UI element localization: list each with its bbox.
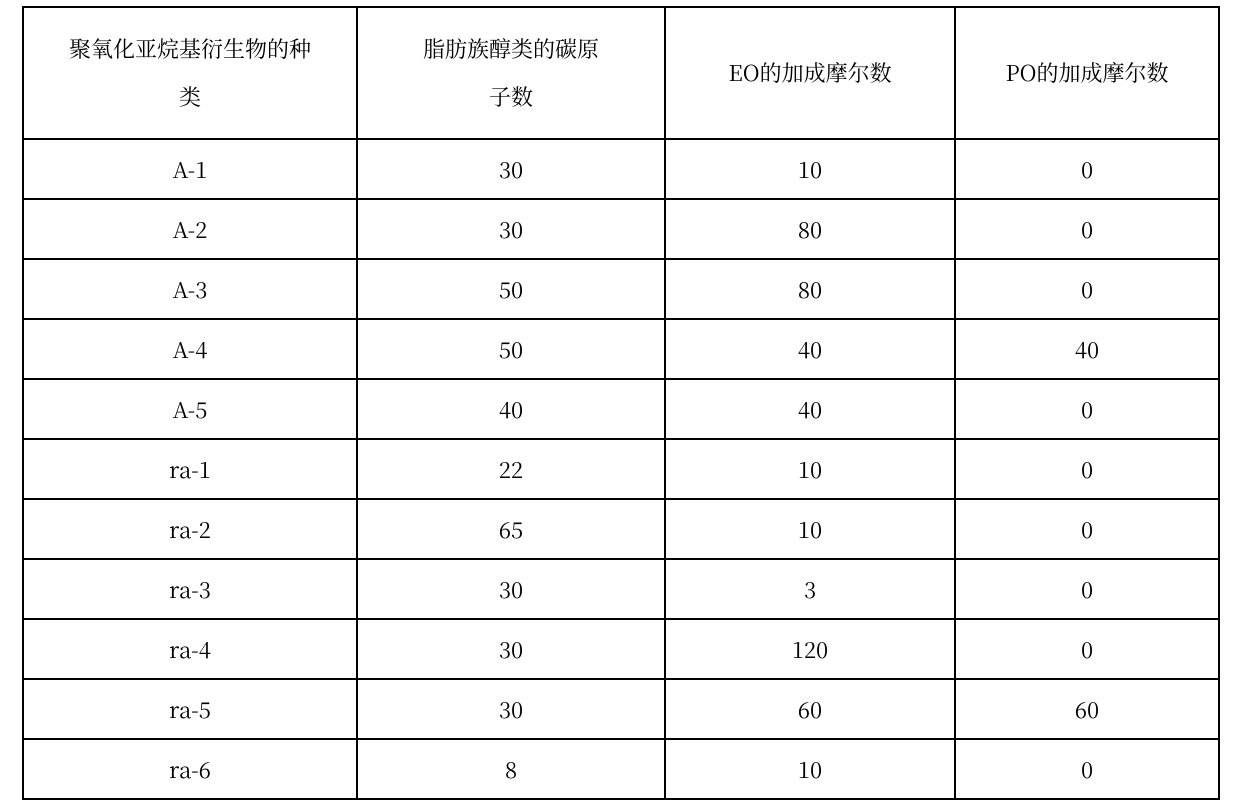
col-header-text: 类 xyxy=(179,81,201,112)
table-cell: ra-1 xyxy=(23,439,357,499)
table-cell: 0 xyxy=(955,439,1219,499)
table-cell: 10 xyxy=(665,739,955,799)
table-cell: 80 xyxy=(665,199,955,259)
table-cell: ra-3 xyxy=(23,559,357,619)
table-cell: 60 xyxy=(955,679,1219,739)
table-cell: 40 xyxy=(357,379,665,439)
table-header-row: 聚氧化亚烷基衍生物的种 类 脂肪族醇类的碳原 子数 EO的加成摩尔数 PO的加成… xyxy=(23,7,1219,139)
table-cell: 10 xyxy=(665,139,955,199)
table-cell: 30 xyxy=(357,139,665,199)
table-cell: A-1 xyxy=(23,139,357,199)
table-cell: ra-4 xyxy=(23,619,357,679)
table-cell: 8 xyxy=(357,739,665,799)
table-cell: 30 xyxy=(357,199,665,259)
table-cell: 120 xyxy=(665,619,955,679)
table-cell: 40 xyxy=(665,319,955,379)
col-header-carbon-count: 脂肪族醇类的碳原 子数 xyxy=(357,7,665,139)
table-cell: 65 xyxy=(357,499,665,559)
table-cell: 10 xyxy=(665,439,955,499)
table-cell: 30 xyxy=(357,679,665,739)
table-cell: 0 xyxy=(955,499,1219,559)
table-row: A-5 40 40 0 xyxy=(23,379,1219,439)
table-cell: 30 xyxy=(357,559,665,619)
table-body: A-1 30 10 0 A-2 30 80 0 A-3 50 80 0 A-4 … xyxy=(23,139,1219,799)
col-header-text: 聚氧化亚烷基衍生物的种 xyxy=(69,33,311,64)
table-cell: ra-5 xyxy=(23,679,357,739)
table-cell: A-3 xyxy=(23,259,357,319)
table-cell: 0 xyxy=(955,739,1219,799)
col-header-eo-moles: EO的加成摩尔数 xyxy=(665,7,955,139)
table-cell: 0 xyxy=(955,139,1219,199)
table-cell: A-5 xyxy=(23,379,357,439)
table-row: ra-3 30 3 0 xyxy=(23,559,1219,619)
table-row: ra-2 65 10 0 xyxy=(23,499,1219,559)
table-row: ra-1 22 10 0 xyxy=(23,439,1219,499)
table-cell: 80 xyxy=(665,259,955,319)
table-row: A-1 30 10 0 xyxy=(23,139,1219,199)
table-cell: 0 xyxy=(955,559,1219,619)
table-cell: 40 xyxy=(955,319,1219,379)
table-row: ra-5 30 60 60 xyxy=(23,679,1219,739)
table-cell: 3 xyxy=(665,559,955,619)
col-header-text: EO的加成摩尔数 xyxy=(728,57,891,88)
table-cell: 40 xyxy=(665,379,955,439)
table-row: A-4 50 40 40 xyxy=(23,319,1219,379)
table-cell: 10 xyxy=(665,499,955,559)
table-cell: ra-2 xyxy=(23,499,357,559)
col-header-po-moles: PO的加成摩尔数 xyxy=(955,7,1219,139)
table-cell: 50 xyxy=(357,259,665,319)
data-table: 聚氧化亚烷基衍生物的种 类 脂肪族醇类的碳原 子数 EO的加成摩尔数 PO的加成… xyxy=(22,6,1220,800)
table-cell: 30 xyxy=(357,619,665,679)
table-row: ra-6 8 10 0 xyxy=(23,739,1219,799)
table-cell: 60 xyxy=(665,679,955,739)
table-row: ra-4 30 120 0 xyxy=(23,619,1219,679)
table-cell: 0 xyxy=(955,379,1219,439)
col-header-text: 子数 xyxy=(489,81,533,112)
table-cell: 50 xyxy=(357,319,665,379)
table-row: A-2 30 80 0 xyxy=(23,199,1219,259)
table-cell: A-4 xyxy=(23,319,357,379)
col-header-text: PO的加成摩尔数 xyxy=(1006,57,1169,88)
table-cell: 0 xyxy=(955,259,1219,319)
table-cell: 0 xyxy=(955,619,1219,679)
col-header-derivative-type: 聚氧化亚烷基衍生物的种 类 xyxy=(23,7,357,139)
table-cell: ra-6 xyxy=(23,739,357,799)
col-header-text: 脂肪族醇类的碳原 xyxy=(423,33,599,64)
table-container: 聚氧化亚烷基衍生物的种 类 脂肪族醇类的碳原 子数 EO的加成摩尔数 PO的加成… xyxy=(0,0,1239,800)
table-cell: 22 xyxy=(357,439,665,499)
table-row: A-3 50 80 0 xyxy=(23,259,1219,319)
table-cell: A-2 xyxy=(23,199,357,259)
table-cell: 0 xyxy=(955,199,1219,259)
